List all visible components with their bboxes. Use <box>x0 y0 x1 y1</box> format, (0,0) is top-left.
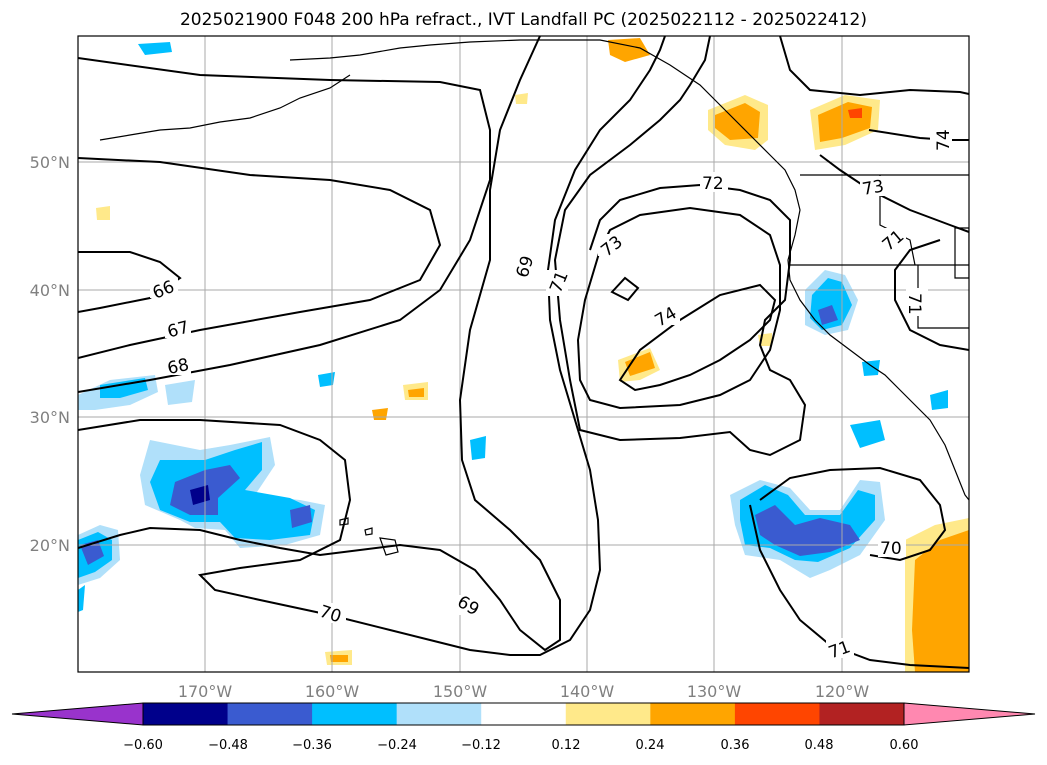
colorbar-tick: 0.48 <box>805 738 834 753</box>
contour-label: 71 <box>904 293 924 315</box>
colorbar-cell <box>227 703 313 725</box>
colorbar-tick: 0.24 <box>636 738 665 753</box>
colorbar-extend-low <box>11 702 144 726</box>
colorbar-cell <box>565 703 651 725</box>
coastlines <box>99 39 969 556</box>
lon-tick: 150°W <box>433 682 488 701</box>
contour-label: 68 <box>166 355 191 379</box>
contour-68 <box>78 57 491 393</box>
colorbar-cell <box>312 703 398 725</box>
colorbar-cell <box>734 703 820 725</box>
colorbar-tick: −0.60 <box>123 738 163 753</box>
colorbar-frame <box>142 702 905 726</box>
contour-67 <box>78 157 442 359</box>
gridlines <box>78 36 969 672</box>
colorbar-cell <box>650 703 736 725</box>
contour-70 <box>78 36 666 656</box>
contour-66 <box>78 251 182 313</box>
colorbar-tick: −0.24 <box>377 738 417 753</box>
colorbar-tick: 0.12 <box>552 738 581 753</box>
lat-tick: 30°N <box>30 408 70 427</box>
colorbar-extend-high <box>903 702 1036 726</box>
colorbar: −0.60 −0.48 −0.36 −0.24 −0.12 0.12 0.24 … <box>11 702 1036 753</box>
contour-label: 73 <box>861 176 886 199</box>
colorbar-cell <box>819 703 905 725</box>
map-area: 66 67 68 69 69 70 70 71 71 71 71 72 73 7… <box>78 36 969 672</box>
contour-74-small <box>610 276 640 302</box>
colorbar-cells <box>143 703 905 725</box>
colorbar-cell <box>143 703 229 725</box>
colorbar-tick: 0.60 <box>890 738 919 753</box>
contour-70-south <box>759 466 947 562</box>
colorbar-cell <box>396 703 482 725</box>
latitude-tick-labels: 50°N 40°N 30°N 20°N <box>30 153 70 555</box>
lon-tick: 170°W <box>178 682 233 701</box>
lat-tick: 50°N <box>30 153 70 172</box>
refractivity-contours <box>78 36 969 669</box>
contour-label-group <box>150 128 952 658</box>
contour-label: 72 <box>702 174 724 194</box>
contour-label: 70 <box>880 539 902 559</box>
lon-tick: 160°W <box>305 682 360 701</box>
lat-tick: 40°N <box>30 281 70 300</box>
lon-tick: 120°W <box>815 682 870 701</box>
map-title: 2025021900 F048 200 hPa refract., IVT La… <box>179 10 867 30</box>
negative-anomaly-fills <box>78 42 948 612</box>
map-frame <box>77 35 970 673</box>
contour-69 <box>78 36 561 652</box>
contour-72 <box>779 36 969 97</box>
contour-73 <box>576 206 781 410</box>
lon-tick: 130°W <box>687 682 742 701</box>
contour-71-loop <box>894 239 969 351</box>
contour-71-south <box>749 504 969 669</box>
colorbar-cell <box>481 703 567 725</box>
longitude-tick-labels: 170°W 160°W 150°W 140°W 130°W 120°W <box>178 682 870 701</box>
colorbar-tick: 0.36 <box>721 738 750 753</box>
lon-tick: 140°W <box>560 682 615 701</box>
colorbar-tick: −0.48 <box>208 738 248 753</box>
contour-71-east <box>819 154 969 233</box>
lat-tick: 20°N <box>30 536 70 555</box>
contour-71 <box>553 36 807 457</box>
contour-label: 74 <box>934 129 954 151</box>
colorbar-tick: −0.36 <box>292 738 332 753</box>
colorbar-tick: −0.12 <box>461 738 501 753</box>
